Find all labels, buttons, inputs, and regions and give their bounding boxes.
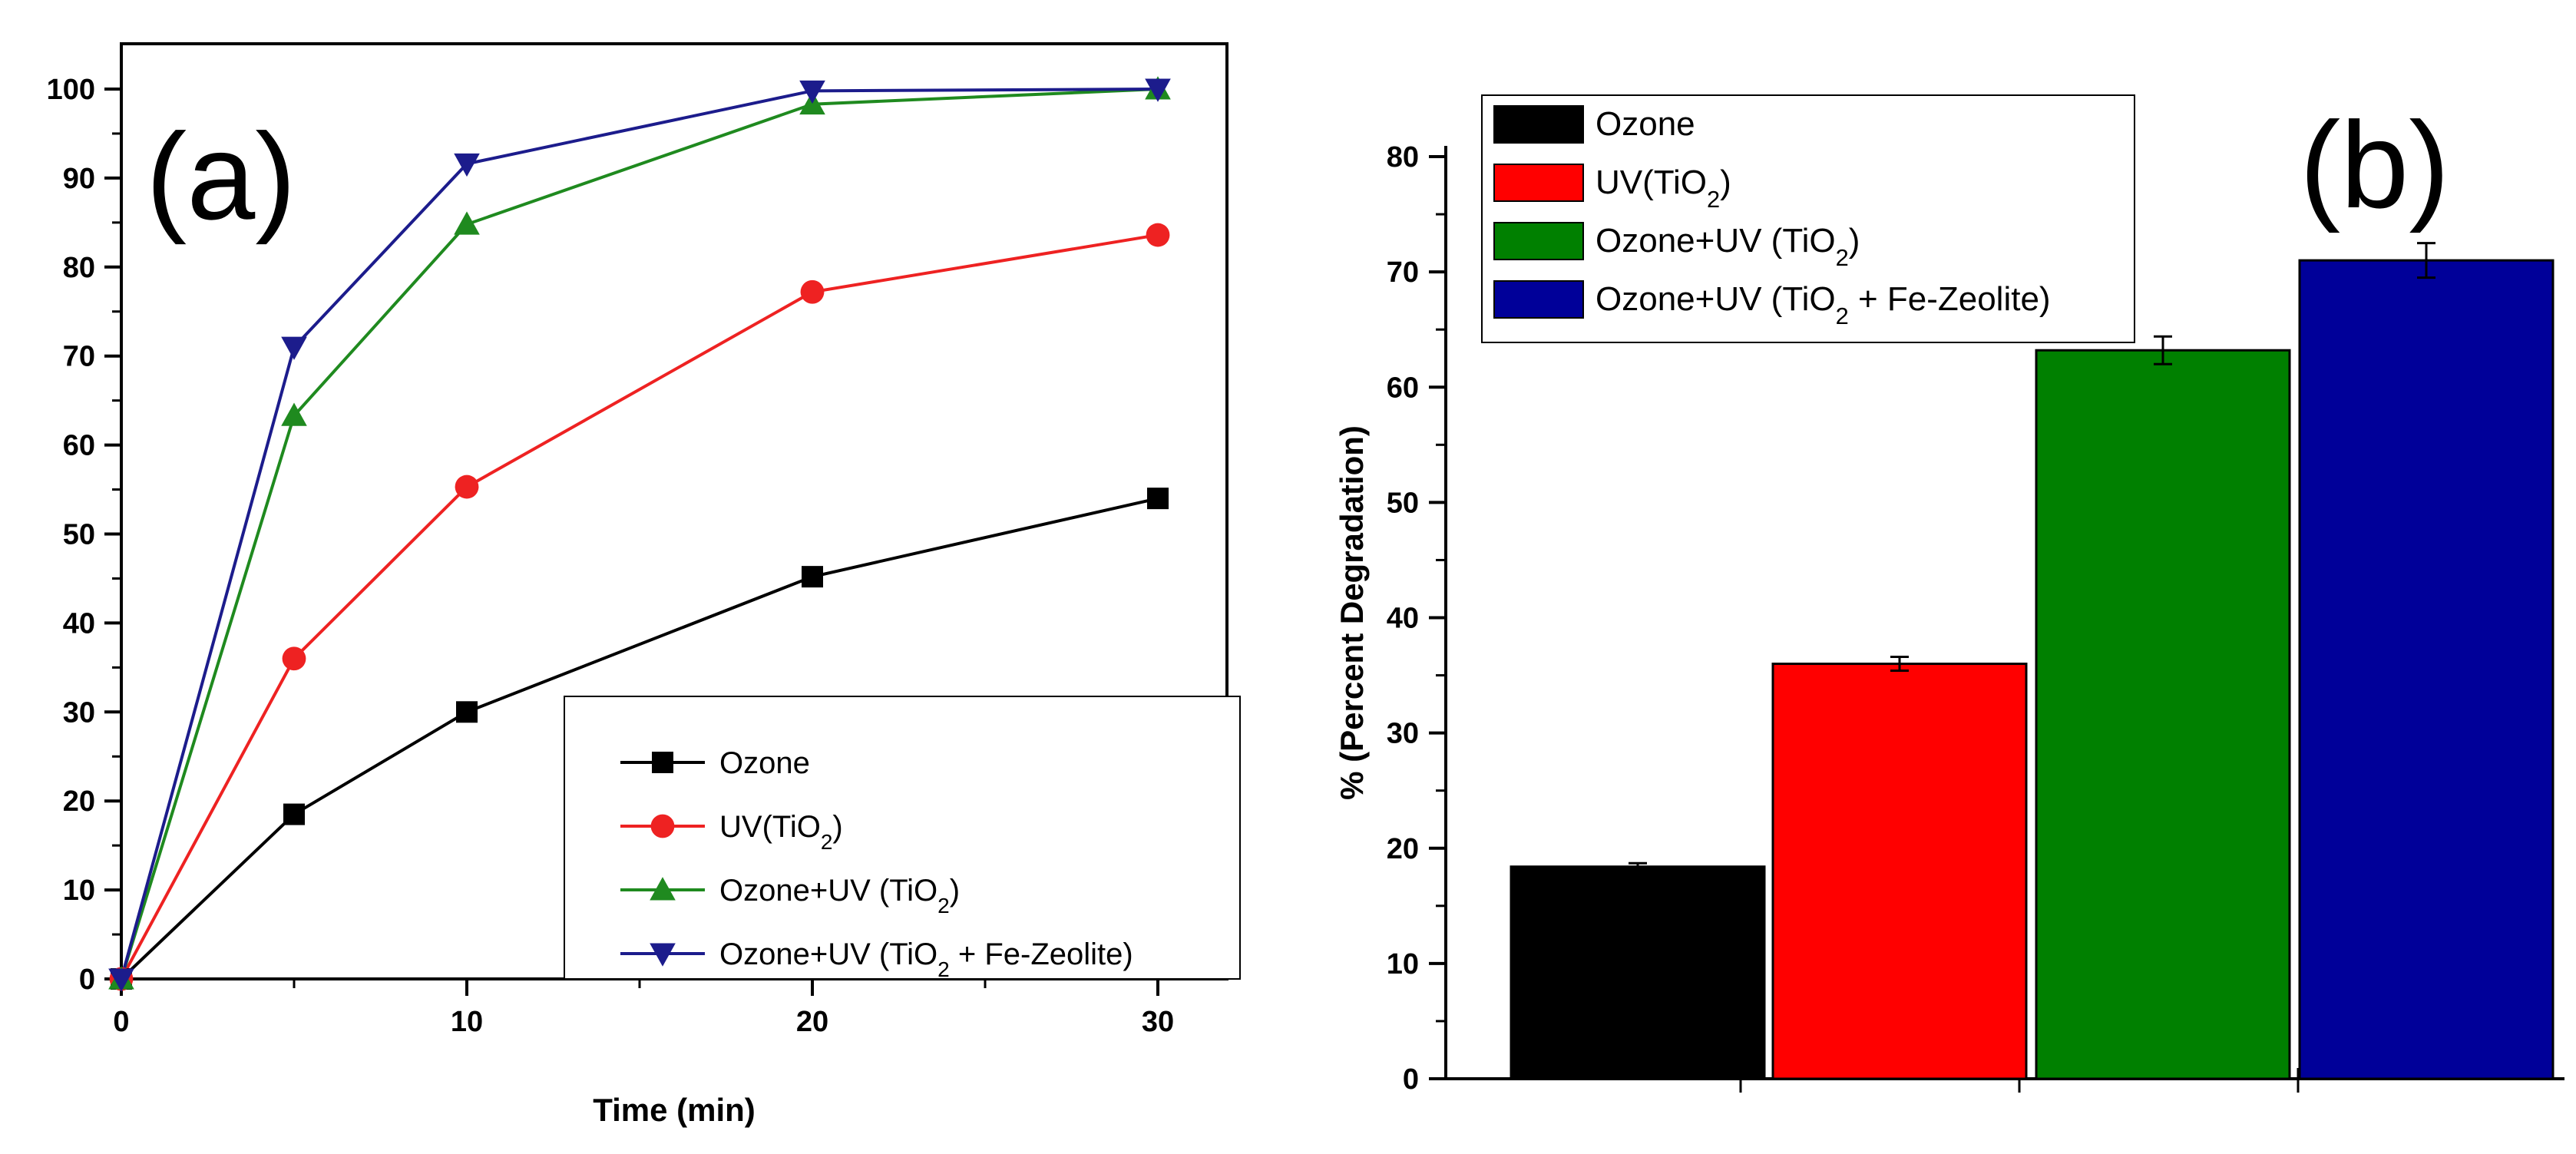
legend-marker-ozone-uv-tio2 bbox=[650, 877, 676, 901]
panel-a-series-markers bbox=[108, 76, 1171, 992]
legend-label-ozone-uv-tio2-fe-zeolite-subscript: 2 bbox=[937, 957, 950, 981]
legend-label-uv-tio2-main: UV(TiO bbox=[1596, 164, 1707, 201]
panel-b-y-axis-title: % (Percent Degradation) bbox=[1334, 425, 1370, 800]
legend-swatch-uv-tio2 bbox=[1493, 164, 1584, 202]
legend-swatch-ozone-uv-tio2 bbox=[1493, 222, 1584, 260]
panel-b-ticks: 0 10 20 30 40 50 60 70 80 bbox=[1387, 141, 2300, 1096]
panel-a-y-tick-label: 90 bbox=[63, 163, 95, 195]
data-point-ozone-uv-tio2-fe-zeolite-t0 bbox=[108, 968, 134, 992]
legend-label-ozone-uv-tio2-tail: ) bbox=[1849, 222, 1860, 260]
legend-label-ozone-uv-tio2-tail: ) bbox=[950, 874, 960, 908]
legend-label-ozone-uv-tio2-fe-zeolite-tail: + Fe-Zeolite) bbox=[950, 937, 1133, 971]
legend-label-ozone-uv-tio2-fe-zeolite-subscript: 2 bbox=[1836, 303, 1849, 329]
panel-b-legend-box bbox=[1481, 94, 2135, 343]
panel-a-y-tick-label: 60 bbox=[63, 430, 95, 462]
panel-b-bar-chart: 0 10 20 30 40 50 60 70 80 % (Percent Degradation… bbox=[1334, 94, 2564, 1096]
bar-ozone-uv-tio2-fe-zeolite bbox=[2298, 259, 2555, 1080]
data-point-ozone-t20 bbox=[802, 566, 823, 588]
data-point-ozone-uv-tio2-fe-zeolite-t5 bbox=[281, 336, 307, 360]
panel-a-y-tick-label: 80 bbox=[63, 252, 95, 284]
bar-ozone-uv-tio2 bbox=[2035, 349, 2291, 1080]
legend-label-uv-tio2: UV(TiO2) bbox=[719, 810, 843, 854]
legend-label-uv-tio2-main: UV(TiO bbox=[719, 810, 821, 844]
data-point-ozone-uv-tio2-fe-zeolite-t20 bbox=[799, 80, 825, 104]
data-point-ozone-t5 bbox=[283, 803, 305, 825]
panel-a-y-tick-label: 70 bbox=[63, 341, 95, 373]
panel-a-x-tick-label: 20 bbox=[796, 1006, 828, 1038]
panel-a-y-tick-label: 30 bbox=[63, 696, 95, 729]
legend-label-ozone-main: Ozone bbox=[1596, 105, 1695, 143]
data-point-ozone-t30 bbox=[1147, 488, 1169, 510]
panel-b-y-tick-label: 60 bbox=[1387, 372, 1419, 404]
panel-a-y-tick-label: 0 bbox=[79, 964, 95, 996]
data-point-ozone-uv-tio2-t10 bbox=[454, 211, 480, 235]
legend-label-ozone-main: Ozone bbox=[719, 746, 810, 780]
panel-b-bars bbox=[1510, 242, 2555, 1080]
legend-marker-ozone-uv-tio2-fe-zeolite bbox=[650, 943, 676, 967]
data-point-ozone-uv-tio2-fe-zeolite-t30 bbox=[1145, 78, 1171, 102]
panel-b-y-tick-label: 10 bbox=[1387, 948, 1419, 980]
panel-a-y-tick-label: 100 bbox=[47, 74, 95, 106]
panel-b-y-tick-label: 0 bbox=[1403, 1063, 1419, 1096]
legend-label-ozone-uv-tio2-subscript: 2 bbox=[1836, 244, 1849, 271]
legend-label-ozone-uv-tio2-fe-zeolite-tail: + Fe-Zeolite) bbox=[1849, 280, 2051, 318]
data-point-uv-tio2-t10 bbox=[455, 474, 479, 499]
data-point-uv-tio2-t30 bbox=[1146, 223, 1170, 247]
legend-label-ozone-uv-tio2: Ozone+UV (TiO2) bbox=[719, 874, 960, 918]
legend-label-ozone-uv-tio2-fe-zeolite-main: Ozone+UV (TiO bbox=[1596, 280, 1836, 318]
panel-a-y-tick-label: 40 bbox=[63, 607, 95, 640]
bar-uv-tio2 bbox=[1771, 663, 2028, 1080]
panel-b-y-tick-label: 20 bbox=[1387, 833, 1419, 865]
data-point-ozone-uv-tio2-t5 bbox=[281, 402, 307, 426]
legend-label-ozone-uv-tio2-main: Ozone+UV (TiO bbox=[719, 874, 937, 908]
legend-label-ozone-uv-tio2-fe-zeolite: Ozone+UV (TiO2 + Fe-Zeolite) bbox=[719, 937, 1133, 981]
data-point-uv-tio2-t20 bbox=[800, 279, 825, 304]
panel-a-ticks: 0 10 20 30 0 10 20 30 40 50 60 70 80 90 100 bbox=[47, 74, 1175, 1038]
data-point-ozone-uv-tio2-fe-zeolite-t10 bbox=[454, 153, 480, 177]
legend-label-ozone-uv-tio2-main: Ozone+UV (TiO bbox=[1596, 222, 1836, 260]
panel-b-y-tick-label: 80 bbox=[1387, 141, 1419, 174]
legend-label-uv-tio2-tail: ) bbox=[832, 810, 842, 844]
legend-label-ozone-uv-tio2-fe-zeolite-main: Ozone+UV (TiO bbox=[719, 937, 937, 971]
panel-b-y-tick-label: 70 bbox=[1387, 256, 1419, 289]
data-point-ozone-t10 bbox=[456, 701, 478, 723]
bar-ozone bbox=[1510, 865, 1766, 1080]
legend-marker-uv-tio2 bbox=[650, 814, 675, 838]
legend-label-uv-tio2-subscript: 2 bbox=[1707, 186, 1720, 213]
panel-a-y-tick-label: 50 bbox=[63, 519, 95, 551]
panel-b-y-tick-label: 40 bbox=[1387, 603, 1419, 635]
panel-a-x-tick-label: 30 bbox=[1142, 1006, 1174, 1038]
legend-label-uv-tio2-tail: ) bbox=[1720, 164, 1731, 201]
panel-a-x-axis-title: Time (min) bbox=[593, 1092, 756, 1128]
panel-b-y-tick-label: 30 bbox=[1387, 718, 1419, 750]
legend-swatch-ozone bbox=[1493, 105, 1584, 144]
panel-a-line-chart: 0 10 20 30 0 10 20 30 40 50 60 70 80 90 100 (a) Time (… bbox=[47, 42, 1241, 1128]
legend-label-uv-tio2: UV(TiO2) bbox=[1596, 164, 1731, 213]
legend-marker-ozone bbox=[652, 752, 673, 773]
panel-a-label: (a) bbox=[146, 107, 296, 245]
legend-label-ozone: Ozone bbox=[719, 746, 810, 780]
panel-a-x-tick-label: 0 bbox=[113, 1006, 129, 1038]
legend-label-ozone-uv-tio2: Ozone+UV (TiO2) bbox=[1596, 222, 1860, 271]
data-point-uv-tio2-t5 bbox=[282, 646, 306, 671]
legend-swatch-ozone-uv-tio2-fe-zeolite bbox=[1493, 280, 1584, 319]
legend-label-ozone-uv-tio2-fe-zeolite: Ozone+UV (TiO2 + Fe-Zeolite) bbox=[1596, 280, 2051, 329]
legend-label-uv-tio2-subscript: 2 bbox=[821, 830, 833, 854]
panel-b-y-tick-label: 50 bbox=[1387, 487, 1419, 519]
legend-label-ozone-uv-tio2-subscript: 2 bbox=[937, 894, 950, 918]
legend-label-ozone: Ozone bbox=[1596, 105, 1695, 143]
panel-a-legend-box bbox=[564, 696, 1241, 980]
panel-a-x-tick-label: 10 bbox=[451, 1006, 483, 1038]
panel-a-y-tick-label: 10 bbox=[63, 875, 95, 907]
panel-a-y-tick-label: 20 bbox=[63, 785, 95, 818]
panel-b-label: (b) bbox=[2300, 96, 2450, 233]
